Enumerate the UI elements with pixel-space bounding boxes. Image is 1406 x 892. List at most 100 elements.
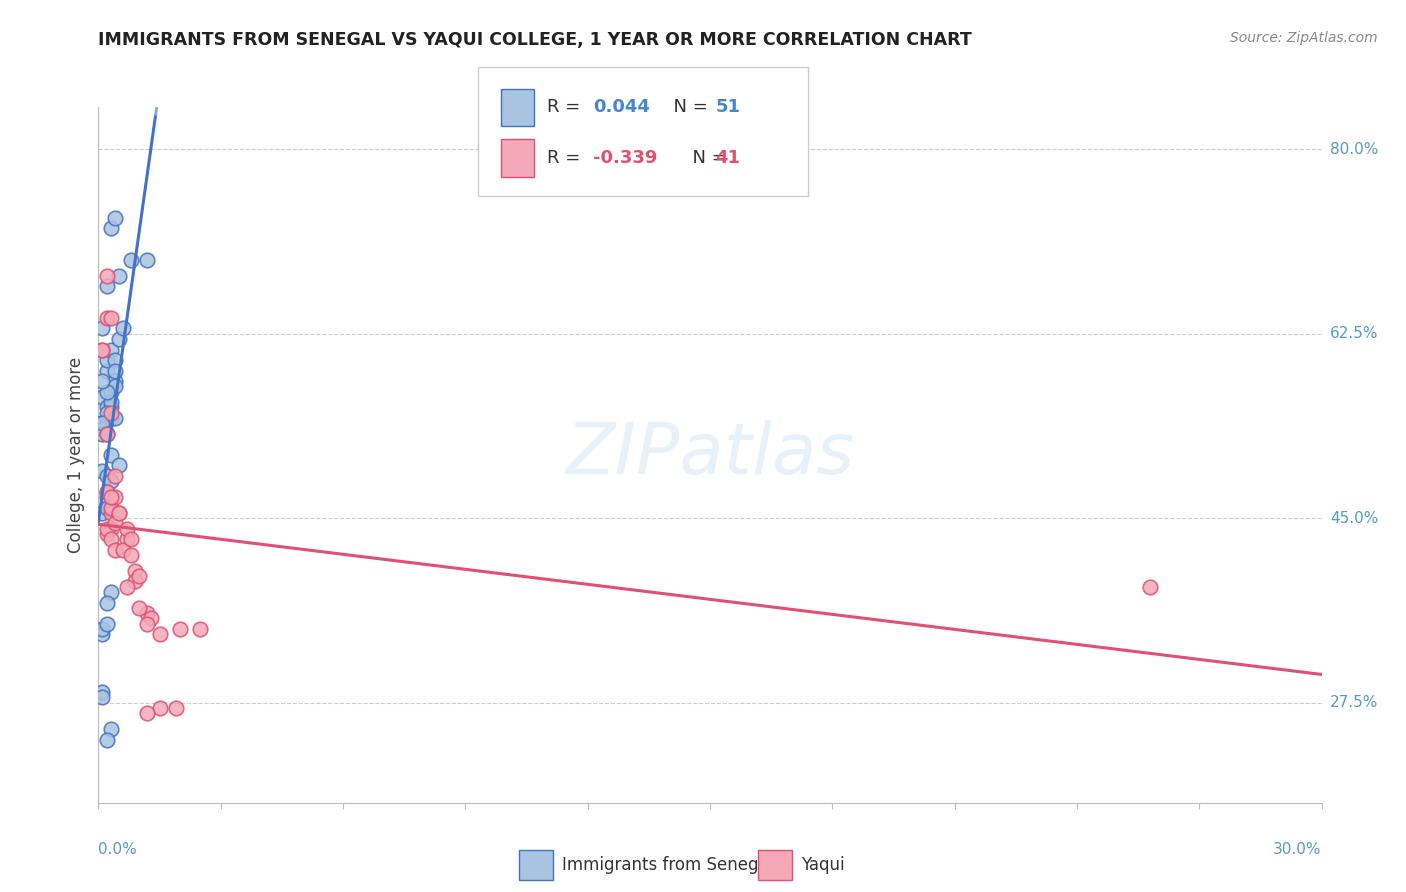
Text: 0.044: 0.044 [593,98,650,117]
Point [91,343,114,357]
Point [115,533,138,547]
Point [91,464,114,478]
Point [96,484,118,499]
Point [104,469,127,483]
Point [100,406,122,420]
Point [104,516,127,531]
Point [91,426,114,441]
Point [96,490,118,504]
Point [115,522,138,536]
Point [96,616,118,631]
Point [91,421,114,435]
Point [100,310,122,325]
Point [136,706,159,721]
Point [100,221,122,235]
Point [136,606,159,620]
Point [104,353,127,368]
Text: Yaqui: Yaqui [801,856,845,874]
Point [96,522,118,536]
Text: R =: R = [547,98,586,117]
Point [100,411,122,425]
Point [124,574,146,589]
Point [96,595,118,609]
Point [100,500,122,515]
Point [91,417,114,431]
Point [128,600,150,615]
Text: N =: N = [681,149,733,167]
Point [149,701,172,715]
Text: -0.339: -0.339 [593,149,658,167]
Point [96,353,118,368]
Point [108,268,131,283]
Text: N =: N = [662,98,714,117]
Point [128,569,150,583]
Point [91,374,114,388]
Point [100,722,122,736]
Point [96,732,118,747]
Text: 41: 41 [716,149,741,167]
Point [96,411,118,425]
Point [108,458,131,473]
Point [91,627,114,641]
Point [91,690,114,705]
Text: ZIPatlas: ZIPatlas [565,420,855,490]
Point [96,363,118,377]
Point [100,506,122,520]
Point [149,627,172,641]
Point [108,506,131,520]
Text: Source: ZipAtlas.com: Source: ZipAtlas.com [1230,31,1378,45]
Text: 62.5%: 62.5% [1330,326,1378,341]
Point [111,321,134,335]
Point [100,585,122,599]
Point [91,622,114,636]
Point [165,701,187,715]
Point [91,321,114,335]
Point [136,616,159,631]
Point [100,384,122,399]
Point [100,533,122,547]
Point [96,310,118,325]
Point [96,500,118,515]
Point [115,580,138,594]
Text: 27.5%: 27.5% [1330,695,1378,710]
Point [108,332,131,346]
Point [96,406,118,420]
Text: 30.0%: 30.0% [1274,842,1322,856]
Point [104,542,127,557]
Point [169,622,191,636]
Point [96,527,118,541]
Point [104,411,127,425]
Point [120,548,142,562]
Y-axis label: College, 1 year or more: College, 1 year or more [66,357,84,553]
Point [124,564,146,578]
Point [91,685,114,699]
Text: Immigrants from Senegal: Immigrants from Senegal [562,856,773,874]
Point [96,279,118,293]
Text: 80.0%: 80.0% [1330,142,1378,157]
Point [96,426,118,441]
Point [96,469,118,483]
Text: R =: R = [547,149,586,167]
Point [104,374,127,388]
Point [108,506,131,520]
Point [1139,580,1161,594]
Point [104,490,127,504]
Point [96,268,118,283]
Point [100,448,122,462]
Point [96,401,118,415]
Point [91,417,114,431]
Point [100,401,122,415]
Point [96,384,118,399]
Point [96,484,118,499]
Point [104,379,127,393]
Text: 51: 51 [716,98,741,117]
Point [136,252,159,267]
Point [120,252,142,267]
Point [91,506,114,520]
Text: 0.0%: 0.0% [98,842,138,856]
Text: 45.0%: 45.0% [1330,511,1378,525]
Point [100,500,122,515]
Point [104,211,127,225]
Point [96,426,118,441]
Point [91,343,114,357]
